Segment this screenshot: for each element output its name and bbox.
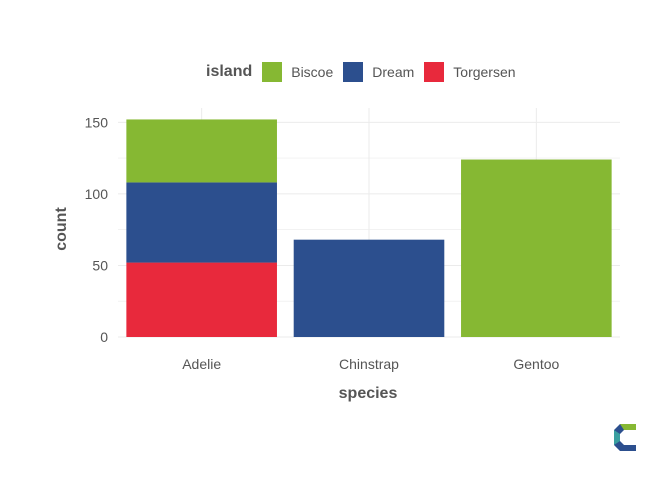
bar-adelie-torgersen[interactable] (126, 262, 277, 337)
legend-label-torgersen: Torgersen (453, 64, 516, 80)
y-tick-label: 100 (85, 186, 109, 202)
x-tick-label: Adelie (182, 356, 221, 372)
legend-item-torgersen[interactable]: Torgersen (424, 62, 516, 82)
y-axis-title: count (53, 207, 70, 251)
x-tick-label: Chinstrap (339, 356, 399, 372)
y-tick-label: 150 (85, 114, 109, 130)
legend-title: island (206, 63, 253, 80)
y-axis-ticks: 0 50 100 150 (85, 114, 109, 345)
bar-adelie-biscoe[interactable] (126, 119, 277, 183)
x-axis-ticks: Adelie Chinstrap Gentoo (182, 356, 559, 372)
legend: island Biscoe Dream Torgersen (206, 61, 526, 83)
logo-icon (614, 424, 636, 451)
legend-swatch-torgersen (424, 62, 445, 82)
legend-label-biscoe: Biscoe (291, 64, 334, 80)
y-tick-label: 50 (92, 257, 108, 273)
x-tick-label: Gentoo (513, 356, 559, 372)
x-axis-title: species (339, 385, 398, 402)
bar-chinstrap-dream[interactable] (293, 239, 445, 337)
bar-adelie-dream[interactable] (126, 182, 277, 263)
legend-label-dream: Dream (372, 64, 415, 80)
legend-item-biscoe[interactable]: Biscoe (262, 62, 333, 82)
legend-swatch-dream (343, 62, 364, 82)
bar-gentoo-biscoe[interactable] (461, 159, 612, 337)
legend-swatch-biscoe (262, 62, 283, 82)
bars (126, 119, 612, 337)
legend-item-dream[interactable]: Dream (343, 62, 414, 82)
y-tick-label: 0 (100, 329, 108, 345)
